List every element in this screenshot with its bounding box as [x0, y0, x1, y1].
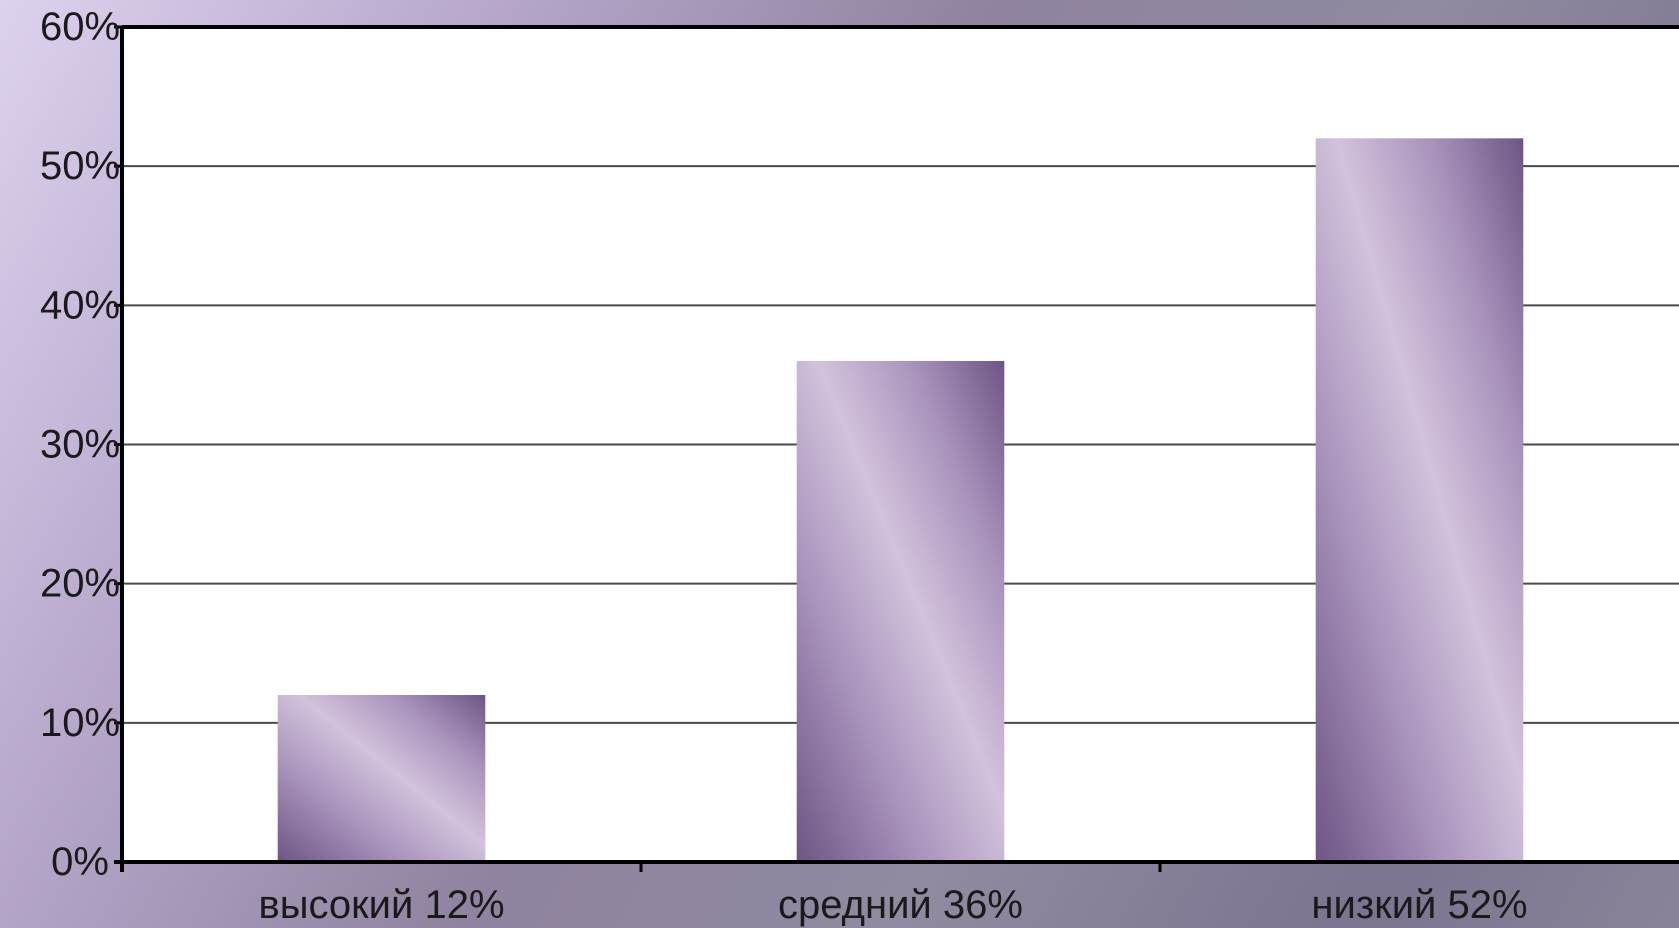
y-tick-labels: 0% 10% 20% 30% 40% 50% 60%: [40, 5, 120, 884]
bar: [277, 695, 486, 862]
y-tick-label: 20%: [40, 562, 120, 606]
bar: [1315, 138, 1524, 863]
y-tick-label: 60%: [40, 5, 120, 49]
x-tick-label: низкий 52%: [1311, 883, 1527, 927]
y-tick-label: 10%: [40, 701, 120, 745]
y-tick-label: 40%: [40, 283, 120, 327]
y-tick-label: 0%: [51, 840, 109, 884]
bar: [796, 361, 1005, 862]
bars: [277, 138, 1524, 863]
x-tick-label: средний 36%: [778, 883, 1023, 927]
y-tick-label: 50%: [40, 144, 120, 188]
x-tick-labels: высокий 12% средний 36% низкий 52%: [258, 883, 1527, 927]
x-tick-label: высокий 12%: [258, 883, 504, 927]
y-tick-label: 30%: [40, 423, 120, 467]
axes: [114, 25, 1679, 872]
